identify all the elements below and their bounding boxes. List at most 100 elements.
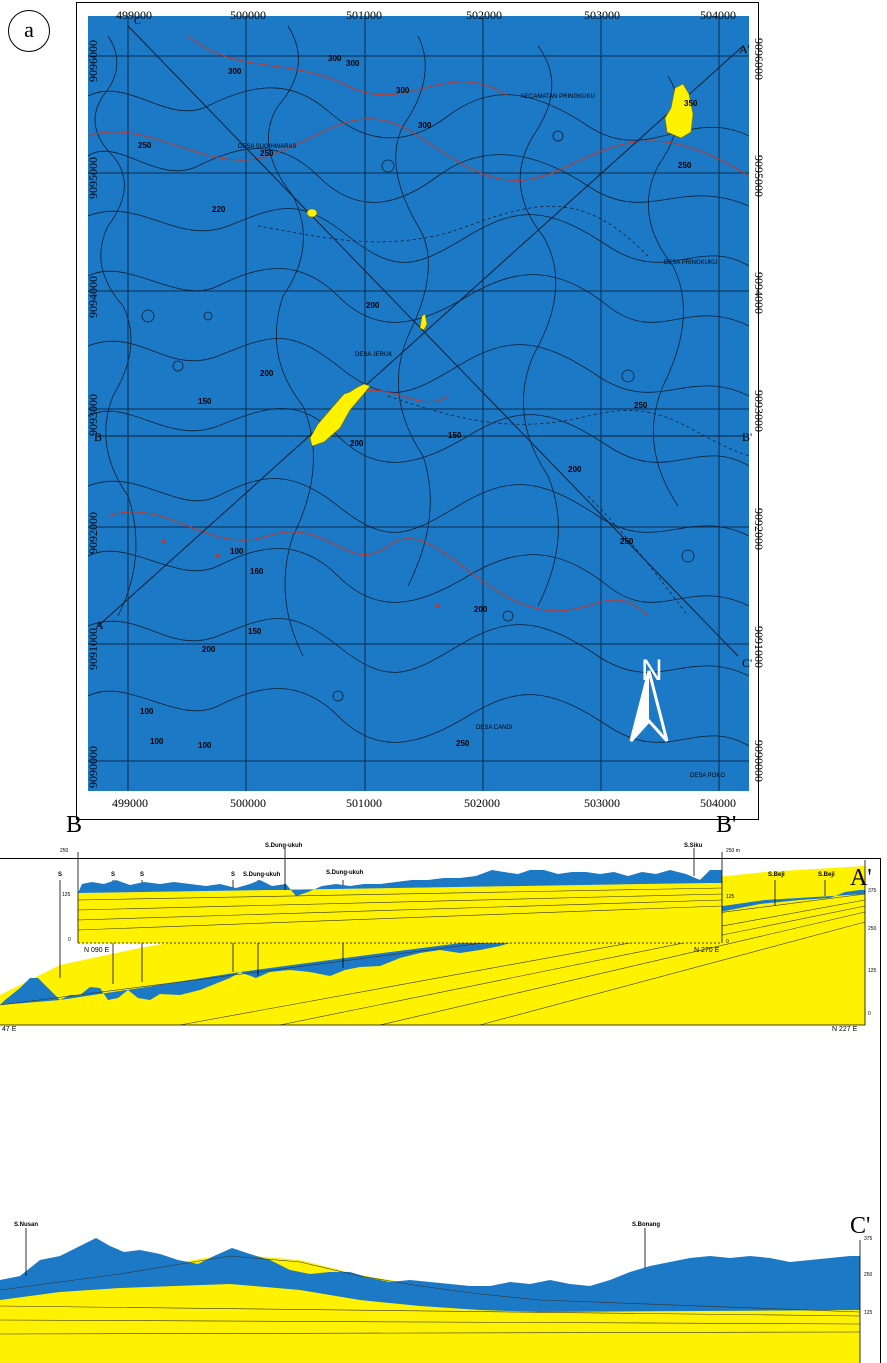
section-marker: S	[231, 872, 235, 878]
scale-tick: 250	[868, 926, 877, 932]
northing-right: 9093000	[752, 390, 766, 432]
northing-left: 9095000	[86, 157, 100, 199]
section-end-label: B	[94, 430, 103, 444]
map-svg: 300 350 300 300 300 250 300 250 250 220 …	[88, 16, 749, 791]
section-end-label: C	[134, 16, 141, 27]
scale-tick: 125	[868, 968, 877, 974]
section-marker: S.Dung-ukuh	[326, 870, 364, 876]
northing-left: 9094000	[86, 276, 100, 318]
place-label: DESA SUGIHWARAS	[238, 144, 296, 150]
section-marker: S.Dung-ukuh	[265, 843, 303, 849]
contour-label: 100	[230, 547, 244, 556]
northing-left: 9090000	[86, 746, 100, 788]
section-end-label: C'	[742, 656, 753, 670]
contour-label: 200	[568, 465, 582, 474]
contour-label: 200	[474, 605, 488, 614]
contour-label: 300	[418, 121, 432, 130]
section-marker: S.Siku	[684, 843, 703, 849]
north-label: N	[641, 654, 663, 687]
contour-label: 300	[228, 67, 242, 76]
easting-top: 504000	[700, 8, 736, 22]
easting-top: 500000	[230, 8, 266, 22]
section-b-start-label: B	[66, 812, 83, 838]
contour-label: 250	[620, 537, 634, 546]
contour-lines	[88, 25, 749, 747]
section-b-yellow	[78, 883, 722, 943]
northing-right: 9091000	[752, 626, 766, 668]
northing-right: 9094000	[752, 272, 766, 314]
panel-label: a	[8, 10, 50, 52]
easting-bottom: 504000	[700, 796, 736, 810]
northing-right: 9095000	[752, 155, 766, 197]
place-label: DESA PRINGKUKU	[664, 260, 717, 266]
place-label: DESA JERUK	[355, 352, 392, 358]
section-marker: S.Beji	[818, 872, 835, 878]
scale-tick: 0	[68, 937, 71, 943]
section-marker: S.Dung-ukuh	[243, 872, 281, 878]
scale-tick: 125	[864, 1310, 873, 1316]
contour-label: 200	[260, 369, 274, 378]
northing-left: 9096000	[86, 40, 100, 82]
contour-label: 160	[250, 567, 264, 576]
north-arrow-icon	[629, 670, 669, 743]
scale-tick: 375	[868, 888, 877, 894]
cross-sections-frame	[0, 858, 881, 1363]
section-b-svg: S.Dung-ukuh S.Siku 250 125 0 250 m 125 0	[60, 843, 740, 945]
geologic-map: 300 350 300 300 300 250 300 250 250 220 …	[88, 16, 749, 791]
section-marker: S.Nusan	[14, 1222, 38, 1228]
section-lines	[97, 25, 744, 657]
contour-label: 250	[260, 149, 274, 158]
section-b-end-label: B'	[716, 812, 737, 838]
section-b-right-bearing: N 270 E	[694, 947, 720, 954]
northing-left: 9092000	[86, 512, 100, 554]
scale-tick: 0	[726, 939, 729, 945]
section-b-blue	[78, 870, 722, 896]
easting-top: 503000	[584, 8, 620, 22]
easting-top: 501000	[346, 8, 382, 22]
contour-label: 150	[448, 431, 462, 440]
section-a-left-bearing: 47 E	[2, 1026, 17, 1033]
scale-tick: 0	[868, 1011, 871, 1017]
easting-bottom: 501000	[346, 796, 382, 810]
contour-label: 250	[634, 401, 648, 410]
contour-label: 200	[350, 439, 364, 448]
section-end-label: A'	[739, 42, 750, 56]
northing-left: 9091000	[86, 628, 100, 670]
section-a-right-bearing: N 227 E	[832, 1026, 858, 1033]
contour-label: 250	[138, 141, 152, 150]
scale-tick: 375	[864, 1236, 873, 1242]
contour-label: 200	[202, 645, 216, 654]
section-c-svg: S.Nusan S.Bonang 375 250 125	[0, 1222, 873, 1363]
section-b-left-bearing: N 090 E	[84, 947, 110, 954]
section-c-end-label: C'	[850, 1213, 871, 1239]
contour-label: 150	[198, 397, 212, 406]
northing-right: 9096000	[752, 38, 766, 80]
section-marker: S	[140, 872, 144, 878]
easting-bottom: 499000	[112, 796, 148, 810]
red-contours	[88, 35, 749, 617]
section-marker: S.Beji	[768, 872, 785, 878]
easting-top: 499000	[116, 8, 152, 22]
section-marker: S.Bonang	[632, 1222, 660, 1228]
contour-label: 350	[684, 99, 698, 108]
easting-bottom: 502000	[464, 796, 500, 810]
scale-tick: 125	[62, 892, 71, 898]
contour-label: 300	[396, 86, 410, 95]
easting-bottom: 503000	[584, 796, 620, 810]
scale-tick: 250	[60, 848, 69, 854]
contour-label: 300	[346, 59, 360, 68]
place-label: KECAMATAN PRINGKUKU	[521, 94, 595, 100]
red-points	[162, 539, 440, 608]
section-marker: S	[111, 872, 115, 878]
contour-label: 100	[198, 741, 212, 750]
contour-label: 100	[150, 737, 164, 746]
yellow-deposits	[306, 83, 694, 447]
scale-tick: 250 m	[726, 848, 740, 854]
contour-label: 300	[328, 54, 342, 63]
contour-label: 250	[678, 161, 692, 170]
easting-bottom: 500000	[230, 796, 266, 810]
contour-label: 100	[140, 707, 154, 716]
place-label: DESA CANDI	[476, 725, 513, 731]
section-marker: S	[58, 872, 62, 878]
scale-tick: 250	[864, 1272, 873, 1278]
